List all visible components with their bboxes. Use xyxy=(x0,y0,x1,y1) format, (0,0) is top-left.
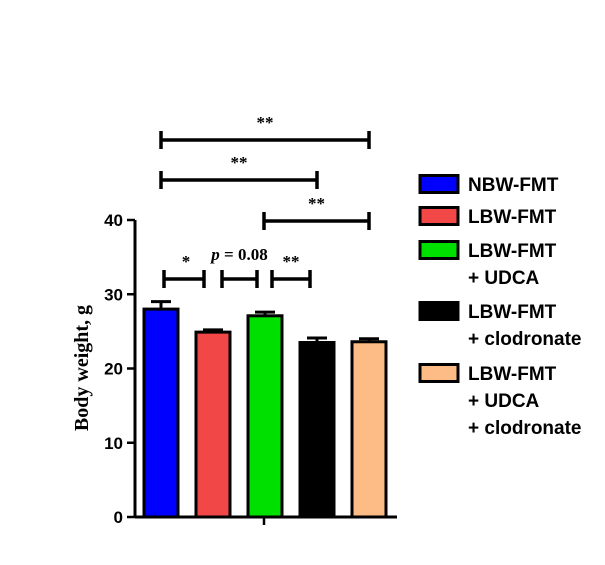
legend-swatch xyxy=(418,301,460,321)
bar xyxy=(194,330,232,519)
legend-label: LBW-FMT xyxy=(468,241,557,262)
legend-swatch xyxy=(418,240,460,260)
y-tick-label: 10 xyxy=(104,434,123,453)
legend-label: + UDCA xyxy=(468,391,540,412)
significance-brackets: ******* p = 0.08 ** xyxy=(159,113,371,288)
legend-swatch xyxy=(418,206,460,226)
y-tick-label: 30 xyxy=(104,285,123,304)
significance-label: ** xyxy=(257,113,274,132)
bar xyxy=(350,340,388,519)
bars xyxy=(142,307,388,519)
y-tick-label: 20 xyxy=(104,360,123,379)
legend-label: LBW-FMT xyxy=(468,302,557,323)
y-tick-label: 0 xyxy=(114,508,123,527)
legend-swatch xyxy=(418,174,460,194)
legend-label: + UDCA xyxy=(468,268,540,289)
bar xyxy=(246,314,284,519)
significance-label: ** xyxy=(231,153,248,172)
legend-swatch xyxy=(418,363,460,383)
significance-label: p = 0.08 xyxy=(209,245,267,264)
legend-label: LBW-FMT xyxy=(468,364,557,385)
significance-label: ** xyxy=(283,252,300,271)
significance-label: * xyxy=(182,252,191,271)
error-bars xyxy=(151,300,379,343)
legend-label: LBW-FMT xyxy=(468,207,557,228)
legend-label: + clodronate xyxy=(468,418,582,439)
significance-label: ** xyxy=(308,194,325,213)
bar xyxy=(142,307,180,519)
legend: NBW-FMT LBW-FMT LBW-FMT + UDCA LBW-FMT + clod… xyxy=(418,174,582,439)
y-axis-title: Body weight, g xyxy=(71,305,93,431)
bar xyxy=(298,341,336,519)
legend-label: NBW-FMT xyxy=(468,175,559,196)
legend-label: + clodronate xyxy=(468,329,582,350)
y-tick-label: 40 xyxy=(104,211,123,230)
y-ticks: 0 10 20 30 40 xyxy=(104,211,135,527)
